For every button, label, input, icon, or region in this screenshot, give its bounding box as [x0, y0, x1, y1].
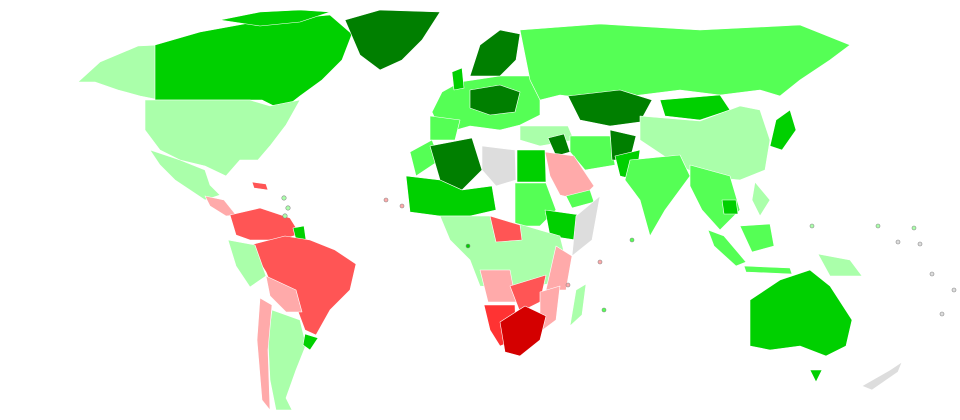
- island-marker: [285, 205, 291, 211]
- island-marker: [629, 237, 635, 243]
- region-uk: [451, 67, 465, 91]
- region-mongolia: [659, 94, 731, 121]
- region-russia: [519, 23, 851, 101]
- region-peru-ecuador: [227, 239, 267, 288]
- region-colombia-venezuela: [229, 207, 301, 241]
- region-sahel: [405, 175, 497, 217]
- region-libya: [481, 145, 517, 187]
- region-bolivia-paraguay: [265, 275, 303, 313]
- region-east-africa: [545, 245, 573, 291]
- region-greenland: [344, 9, 441, 71]
- island-marker: [809, 223, 815, 229]
- region-australia: [749, 269, 853, 357]
- island-marker: [565, 282, 571, 288]
- region-iran: [569, 135, 616, 171]
- island-marker: [875, 223, 881, 229]
- island-marker: [399, 203, 405, 209]
- island-marker: [911, 225, 917, 231]
- island-marker: [281, 195, 287, 201]
- island-marker: [601, 307, 607, 313]
- region-uruguay: [302, 333, 319, 351]
- region-canada: [154, 14, 353, 111]
- island-marker: [895, 239, 901, 245]
- island-marker: [597, 259, 603, 265]
- island-marker: [929, 271, 935, 277]
- island-marker: [939, 311, 945, 317]
- island-marker: [383, 197, 389, 203]
- region-algeria: [429, 137, 483, 191]
- region-new-zealand: [861, 361, 903, 391]
- region-central-america: [204, 195, 237, 217]
- region-japan: [769, 109, 797, 151]
- region-java: [743, 265, 793, 275]
- region-cambodia: [721, 199, 739, 215]
- region-alaska: [77, 44, 161, 101]
- region-car: [489, 215, 523, 243]
- region-canada-arctic: [219, 9, 331, 27]
- region-borneo: [739, 223, 775, 253]
- region-brazil: [249, 235, 357, 336]
- region-india: [624, 154, 691, 237]
- region-tasmania: [809, 369, 823, 383]
- region-central-europe: [469, 84, 521, 116]
- region-argentina: [267, 309, 307, 411]
- region-caribbean: [251, 181, 269, 191]
- region-papua: [817, 253, 863, 277]
- region-philippines: [751, 181, 771, 217]
- island-marker: [465, 243, 471, 249]
- region-somalia: [571, 195, 601, 257]
- region-sumatra: [707, 229, 747, 267]
- region-chile: [256, 297, 273, 411]
- region-usa: [144, 99, 301, 177]
- region-kazakhstan: [567, 89, 653, 127]
- region-madagascar: [569, 283, 587, 327]
- island-marker: [282, 213, 288, 219]
- island-marker: [917, 241, 923, 247]
- region-china: [639, 105, 771, 181]
- region-south-africa: [499, 305, 547, 357]
- region-egypt: [516, 149, 547, 183]
- region-iberia: [429, 115, 461, 141]
- region-scandinavia: [469, 29, 521, 77]
- island-marker: [951, 287, 957, 293]
